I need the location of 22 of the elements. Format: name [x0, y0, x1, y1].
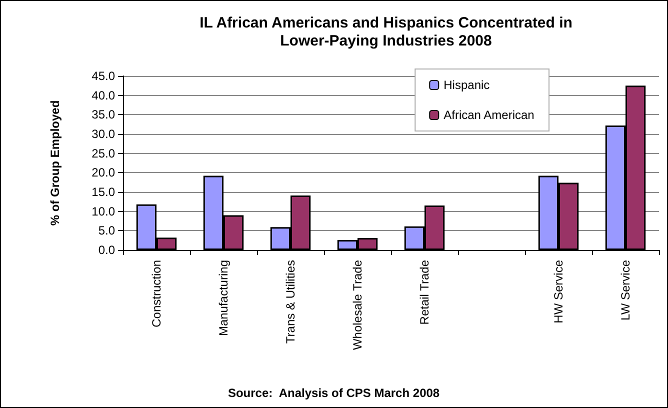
- y-tick-label: 40.0: [92, 88, 116, 102]
- y-tick-label: 45.0: [92, 69, 116, 83]
- x-tick-label: Retail Trade: [418, 260, 432, 325]
- y-tick-label: 25.0: [92, 146, 116, 160]
- y-tick-label: 15.0: [92, 185, 116, 199]
- source-note: Source: Analysis of CPS March 2008: [228, 386, 440, 400]
- x-tick-label: Wholesale Trade: [350, 260, 364, 350]
- chart-title: IL African Americans and Hispanics Concentrated in Lower-Paying Industries 2008: [200, 14, 572, 50]
- y-tick-label: 20.0: [92, 166, 116, 180]
- x-tick-label: Manufacturing: [216, 260, 230, 336]
- y-axis-title: % of Group Employed: [48, 100, 62, 226]
- x-tick-label: HW Service: [552, 260, 566, 324]
- y-tick-label: 5.0: [98, 224, 116, 238]
- y-tick-label: 10.0: [92, 204, 116, 218]
- y-tick-label: 30.0: [92, 127, 116, 141]
- legend-label: Hispanic: [444, 78, 490, 92]
- x-tick-label: Trans & Utilities: [284, 260, 298, 344]
- y-tick-label: 0.0: [98, 243, 116, 257]
- y-tick-label: 35.0: [92, 108, 116, 122]
- x-tick-label: LW Service: [618, 260, 632, 320]
- x-tick-label: Construction: [150, 260, 164, 328]
- legend-label: African American: [444, 108, 534, 122]
